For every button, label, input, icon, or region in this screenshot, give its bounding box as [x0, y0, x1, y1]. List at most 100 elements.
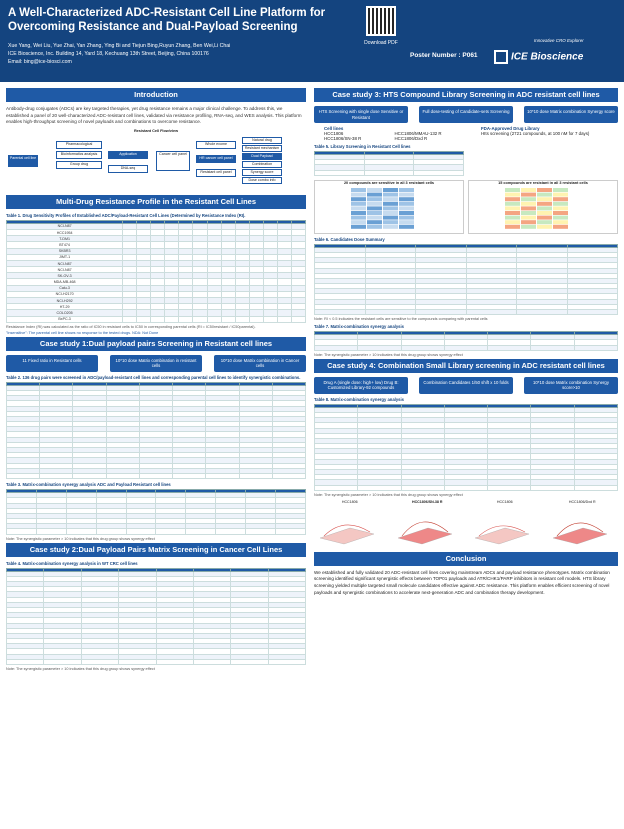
email[interactable]: Email: bing@ice-biosci.com	[8, 59, 72, 65]
table4	[5, 567, 307, 666]
chart1-title: 20 compounds are sensitive in all 3 resi…	[343, 180, 435, 185]
heatmap-cell	[383, 201, 398, 206]
table7-caption: Table 7. Matrix-combination synergy anal…	[314, 324, 404, 330]
cell-line: HCC1806/SN-38 R	[324, 136, 362, 141]
heatmap-cell	[351, 201, 366, 206]
right-column: Case study 3: HTS Compound Library Scree…	[313, 86, 619, 596]
table-row	[313, 344, 619, 351]
heatmap-cell	[521, 206, 536, 211]
heatmap-cell	[521, 196, 536, 201]
surface-title: HCC1806	[341, 499, 358, 504]
heatmap-cell	[537, 192, 552, 197]
heatmap-cell	[383, 206, 398, 211]
heatmap-cell	[505, 224, 520, 229]
cs3-pill-1: HTS Screening with single dose Sensitive…	[314, 106, 408, 123]
heatmap-cell	[537, 187, 552, 192]
table2-caption: Table 2. 136 drug pairs were screened in…	[6, 374, 301, 380]
heatmap-cell	[553, 224, 568, 229]
heatmap-cell	[367, 201, 382, 206]
cs4-heading: Case study 4: Combination Small Library …	[314, 358, 618, 373]
heatmap-cell	[553, 192, 568, 197]
heatmap-cell	[351, 196, 366, 201]
heatmap-cell	[537, 224, 552, 229]
table-row	[5, 415, 307, 423]
heatmap-cell	[383, 210, 398, 215]
table8-caption: Table 8. Matrix-combination synergy anal…	[314, 396, 404, 402]
flow-box: Application	[108, 150, 148, 159]
heatmap-sensitive: 20 compounds are sensitive in all 3 resi…	[314, 179, 464, 234]
cs4-pill-3: 10*10 dose Matrix combination Synergy sc…	[524, 376, 618, 394]
table3-note: Note: The synergistic parameter > 10 ind…	[6, 536, 155, 541]
heatmap-cell	[537, 196, 552, 201]
heatmap-cell	[399, 210, 414, 215]
intro-heading: Introduction	[6, 88, 306, 102]
table6-caption: Table 6. Candidates Dose Summary	[314, 236, 385, 242]
heatmap-cell	[521, 201, 536, 206]
flow-box: Bioinformatics analysis	[56, 150, 102, 159]
heatmap-cell	[351, 206, 366, 211]
heatmap-cell	[367, 210, 382, 215]
table-row: COLO205	[5, 309, 307, 317]
table-row	[314, 308, 618, 316]
heatmap-resistant-svg	[505, 187, 568, 229]
mdr-heading: Multi-Drug Resistance Profile in the Res…	[6, 194, 306, 209]
cs3-pills: HTS Screening with single dose Sensitive…	[314, 106, 618, 123]
surface-title: HCC1806	[496, 499, 513, 504]
heatmap-cell	[383, 192, 398, 197]
heatmap-cell	[383, 224, 398, 229]
table8-note: Note: The synergistic parameter > 10 ind…	[314, 492, 463, 497]
heatmap-cell	[521, 192, 536, 197]
heatmap-cell	[351, 210, 366, 215]
heatmap-cell	[505, 219, 520, 224]
heatmap-cell	[521, 187, 536, 192]
flow-box: DNA-seq	[108, 164, 148, 173]
cs2-heading: Case study 2:Dual Payload Pairs Matrix S…	[6, 542, 306, 557]
table1-note1: Resistance Index (RI) was calculated as …	[6, 324, 256, 329]
table-row	[5, 601, 307, 608]
table-row	[313, 484, 619, 491]
surface-title: HCC1806/Dxd R	[568, 499, 596, 504]
poster-number: Poster Number : P061	[410, 52, 478, 59]
flow-box: Cancer cell panel	[156, 150, 190, 171]
table3	[6, 489, 306, 535]
cs1-pill-2: 10*10 dose Matrix combination in resista…	[110, 354, 202, 372]
download-pdf-link[interactable]: Download PDF	[364, 40, 398, 46]
heatmap-charts: 20 compounds are sensitive in all 3 resi…	[314, 179, 618, 234]
cs3-pill-3: 10*10 dose Matrix combination Synergy sc…	[524, 106, 618, 123]
heatmap-cell	[553, 196, 568, 201]
library-desc: HIts screening (2721 compounds, at 100 n…	[481, 131, 590, 136]
flow-box: Group drug	[56, 160, 102, 169]
flow-box: HR cancer cell panel	[196, 154, 236, 163]
heatmap-cell	[383, 219, 398, 224]
heatmap-cell	[553, 210, 568, 215]
table-row	[313, 437, 619, 445]
logo-mark-icon	[494, 50, 508, 64]
table-row	[314, 251, 618, 259]
heatmap-cell	[399, 196, 414, 201]
surface-plot-4: HCC1806/Dxd R	[547, 500, 619, 550]
cs3-pill-2: Full dose-testing of Candidate-sets Scre…	[419, 106, 513, 123]
qr-code-icon[interactable]	[366, 6, 396, 36]
heatmap-cell	[399, 187, 414, 192]
flow-box: Synergy score	[242, 168, 282, 176]
heatmap-cell	[399, 206, 414, 211]
table5-caption: Table 5. Library Screening in Resistant …	[314, 144, 411, 149]
table-row	[6, 518, 306, 525]
affiliation: ICE Bioscience, Inc. Building 14, Yard 1…	[8, 51, 209, 57]
heatmap-cell	[505, 192, 520, 197]
heatmap-cell	[521, 224, 536, 229]
table-row: JIMT-1	[5, 253, 307, 261]
chart2-title: 15 compounds are resistant in all 3 resi…	[498, 180, 588, 185]
heatmap-cell	[399, 219, 414, 224]
cs1-pill-3: 10*10 dose Matrix combination in Cancer …	[214, 354, 306, 372]
table-row	[5, 447, 307, 454]
table1-note2: "Insensitive": The parental cell line sh…	[6, 330, 159, 335]
cs4-pills: Drug A (single dose: high+ low) Drug B: …	[314, 376, 618, 394]
cell-line: HCC1806/Dxd R	[394, 136, 428, 141]
heatmap-cell	[521, 215, 536, 220]
table-row	[313, 458, 619, 465]
authors-block: Xue Yang, Wei Liu, Yue Zhai, Yan Zhang, …	[8, 42, 368, 66]
heatmap-cell	[505, 215, 520, 220]
synergy-surfaces: HCC1806 HCC1806/SN-38 R HCC1806 HCC1806/…	[314, 500, 618, 550]
cs1-pills: 11 Fixed ratio in Resistant cells 10*10 …	[6, 354, 306, 372]
